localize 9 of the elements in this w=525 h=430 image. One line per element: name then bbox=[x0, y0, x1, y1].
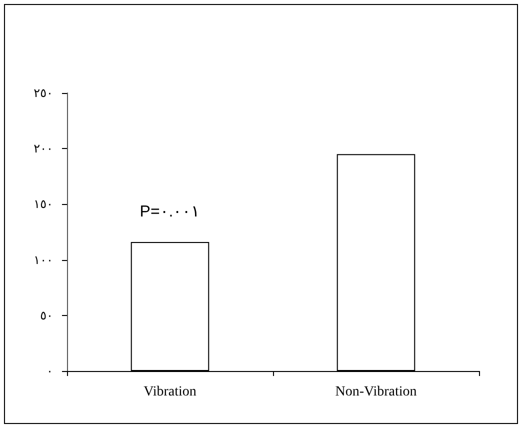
x-tick-label: Non-Vibration bbox=[335, 384, 417, 400]
x-tick-label: Vibration bbox=[144, 384, 196, 400]
annotation: P=٠.٠٠١ bbox=[140, 204, 200, 221]
y-tick-label: ١٥٠ bbox=[34, 197, 53, 212]
y-tick-label: ١٠٠ bbox=[34, 252, 53, 267]
y-tick-label: ٠ bbox=[46, 364, 53, 378]
y-tick-label: ٥٠ bbox=[40, 308, 53, 322]
y-tick-label: ٢٥٠ bbox=[34, 86, 53, 100]
y-tick-label: ٢٠٠ bbox=[34, 142, 53, 156]
